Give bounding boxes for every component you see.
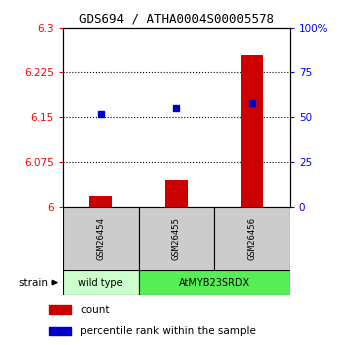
Bar <box>89 196 112 207</box>
Text: AtMYB23SRDX: AtMYB23SRDX <box>179 278 250 287</box>
Bar <box>139 270 290 295</box>
Bar <box>240 55 263 207</box>
Bar <box>214 207 290 271</box>
Text: GSM26454: GSM26454 <box>96 217 105 260</box>
Text: percentile rank within the sample: percentile rank within the sample <box>80 326 256 336</box>
Bar <box>165 180 188 207</box>
Title: GDS694 / ATHA0004S00005578: GDS694 / ATHA0004S00005578 <box>79 12 274 25</box>
Text: wild type: wild type <box>78 278 123 287</box>
Text: GSM26456: GSM26456 <box>247 217 256 260</box>
Bar <box>63 270 139 295</box>
Text: GSM26455: GSM26455 <box>172 217 181 260</box>
Text: count: count <box>80 305 110 315</box>
Text: strain: strain <box>19 278 49 287</box>
Bar <box>139 207 214 271</box>
Bar <box>49 327 71 335</box>
Bar <box>49 305 71 314</box>
Bar <box>63 207 139 271</box>
